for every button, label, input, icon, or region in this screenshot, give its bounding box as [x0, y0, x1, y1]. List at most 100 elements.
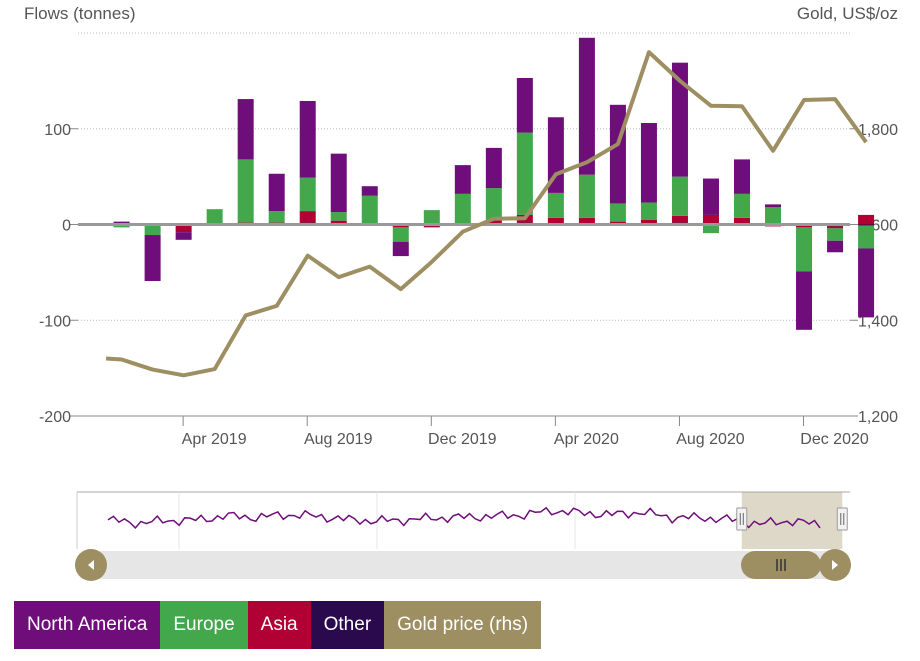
scrollbar[interactable] [90, 551, 835, 579]
bar-asia [702, 214, 719, 224]
scrollbar-track [90, 551, 835, 579]
bar-asia [392, 225, 409, 228]
bar-europe [640, 202, 657, 220]
x-tick-label: Dec 2019 [428, 431, 497, 448]
bar-europe [423, 210, 440, 224]
navigator [75, 491, 851, 581]
navigator-handle-right[interactable] [836, 507, 848, 531]
arrow-left-icon [88, 560, 94, 570]
bar-asia [485, 219, 502, 225]
bar-asia [734, 217, 750, 224]
y-tick-label-right: 1,400 [858, 313, 898, 330]
legend-item-north-america[interactable]: North America [14, 601, 161, 649]
bar-europe [330, 212, 347, 221]
x-tick-label: Apr 2019 [182, 431, 247, 448]
bar-north-america [609, 104, 626, 204]
bar-other [858, 224, 875, 226]
gold-price-series [105, 50, 868, 378]
bar-europe [702, 224, 719, 234]
legend-item-other[interactable]: Other [310, 601, 385, 649]
bar-europe [858, 225, 875, 249]
y-tick-label-left: -200 [39, 409, 71, 426]
y-tick-label-right: 1,800 [858, 122, 898, 139]
bar-europe [547, 192, 564, 218]
bar-north-america [827, 240, 844, 253]
y-tick-label-left: 100 [44, 122, 71, 139]
bar-europe [454, 193, 471, 224]
bar-europe [609, 203, 626, 222]
bar-europe [765, 207, 782, 224]
bar-asia [858, 214, 875, 225]
bar-europe [578, 174, 595, 218]
bar-north-america [702, 178, 719, 215]
bar-europe [796, 227, 813, 272]
handle-body [836, 507, 848, 531]
bar-north-america [268, 173, 285, 212]
navigator-selection [741, 492, 843, 549]
x-tick-label: Aug 2019 [304, 431, 373, 448]
bar-north-america [361, 186, 378, 196]
y-tick-label-left: 0 [62, 218, 71, 235]
bar-north-america [454, 165, 471, 194]
handle-body [736, 507, 748, 531]
bar-europe [392, 227, 409, 242]
bar-europe [671, 176, 688, 216]
x-axis: Apr 2019 Aug 2019 Dec 2019 Apr 2020 Aug 2020… [182, 416, 869, 448]
y-tick-label-left: -100 [39, 313, 71, 330]
bar-europe [516, 132, 533, 215]
y-axis-title-right: Gold, US$/oz [796, 4, 898, 23]
x-tick-label: Apr 2020 [554, 431, 619, 448]
bar-north-america [765, 204, 782, 208]
bar-north-america [299, 100, 316, 178]
y-axis-title-left: Flows (tonnes) [24, 4, 136, 23]
bar-europe [361, 195, 378, 224]
x-tick-label: Aug 2020 [676, 431, 745, 448]
scroll-left-button[interactable] [75, 549, 107, 581]
bar-asia [578, 217, 595, 224]
legend-item-europe[interactable]: Europe [160, 601, 248, 649]
gold-price-line [105, 50, 868, 378]
legend-item-gold-price[interactable]: Gold price (rhs) [384, 601, 542, 649]
bar-asia [330, 220, 347, 224]
bar-europe [237, 159, 254, 223]
bar-europe [485, 188, 502, 220]
x-tick-label: Dec 2020 [800, 431, 869, 448]
bar-europe [206, 209, 223, 224]
bar-north-america [392, 241, 409, 257]
bar-europe [268, 211, 285, 223]
bar-north-america [796, 271, 813, 330]
bar-asia [547, 217, 564, 224]
bar-asia [671, 215, 688, 223]
bar-north-america [516, 78, 533, 133]
bar-north-america [578, 37, 595, 175]
bar-asia [640, 219, 657, 224]
bar-north-america [113, 221, 130, 224]
navigator-series [107, 506, 821, 530]
legend: North America Europe Asia Other Gold pri… [14, 601, 542, 649]
bar-north-america [144, 235, 161, 281]
bar-asia [796, 225, 813, 228]
bars [113, 37, 875, 330]
bar-north-america [175, 232, 192, 240]
bar-asia [609, 221, 626, 224]
y-tick-label-right: 1,200 [858, 409, 898, 426]
legend-item-asia[interactable]: Asia [247, 601, 311, 649]
bar-asia [299, 211, 316, 223]
bar-europe [827, 228, 844, 241]
bar-north-america [734, 159, 750, 194]
bar-north-america [330, 153, 347, 213]
bar-north-america [237, 99, 254, 160]
grip-icon [776, 559, 786, 571]
bar-europe [144, 225, 161, 236]
gridlines [78, 32, 850, 417]
y-axis-left: -200 -100 0 100 [39, 122, 78, 426]
scroll-right-button[interactable] [819, 549, 851, 581]
bar-north-america [858, 248, 875, 318]
navigator-handle-left[interactable] [736, 507, 748, 531]
bar-north-america [485, 147, 502, 189]
bar-europe [299, 177, 316, 212]
bar-north-america [640, 123, 657, 203]
bar-asia [827, 226, 844, 229]
